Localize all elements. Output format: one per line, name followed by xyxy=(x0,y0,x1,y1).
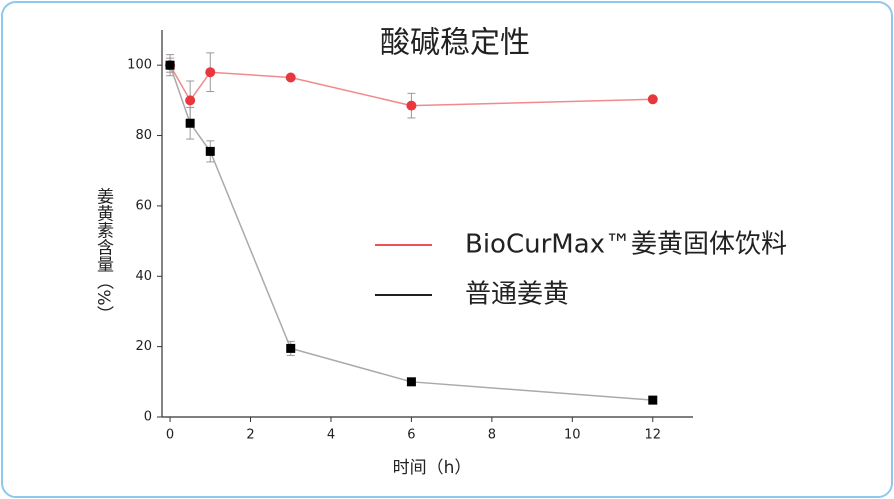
y-axis-label: 姜黄素含量（%） xyxy=(93,187,114,322)
marker xyxy=(205,67,216,78)
marker xyxy=(647,94,658,105)
marker xyxy=(185,118,195,128)
x-tick-label: 10 xyxy=(564,428,581,443)
y-tick-label: 100 xyxy=(127,58,152,73)
marker xyxy=(406,100,417,111)
series-line xyxy=(169,64,653,107)
x-axis-label: 时间（h） xyxy=(393,458,472,478)
x-tick-label: 12 xyxy=(644,428,661,443)
x-tick-label: 8 xyxy=(488,428,496,443)
marker xyxy=(406,377,416,387)
marker xyxy=(165,60,175,70)
series-line xyxy=(169,64,653,401)
legend-label: 普通姜黄 xyxy=(465,280,569,310)
x-tick-label: 6 xyxy=(407,428,415,443)
x-tick-label: 4 xyxy=(327,428,335,443)
y-tick-label: 60 xyxy=(135,198,152,213)
legend-label: BioCurMax™姜黄固体饮料 xyxy=(465,230,787,260)
marker xyxy=(648,395,658,405)
y-tick-label: 40 xyxy=(135,269,152,284)
marker xyxy=(286,343,296,353)
y-tick-label: 80 xyxy=(135,128,152,143)
x-tick-label: 0 xyxy=(166,428,174,443)
y-tick-label: 0 xyxy=(144,410,152,425)
marker xyxy=(205,146,215,156)
chart-title: 酸碱稳定性 xyxy=(380,26,530,61)
marker xyxy=(285,72,296,83)
y-tick-label: 20 xyxy=(135,339,152,354)
x-tick-label: 2 xyxy=(246,428,254,443)
marker xyxy=(185,95,196,106)
